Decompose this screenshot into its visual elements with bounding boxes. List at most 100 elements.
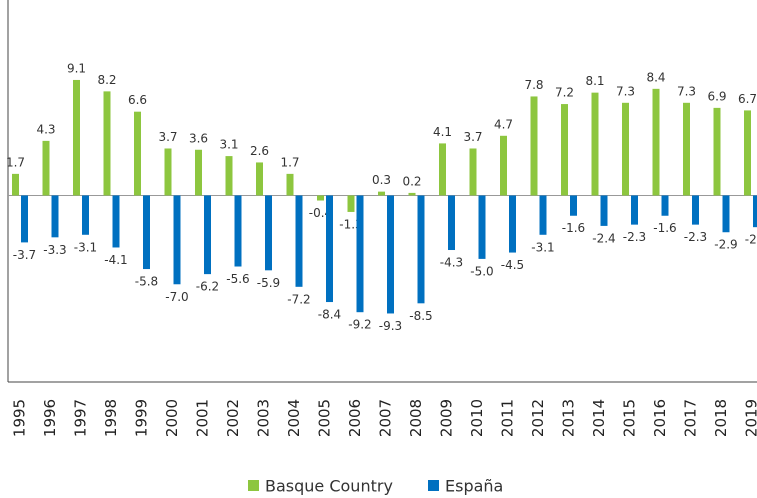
x-tick-label: 2004 bbox=[285, 399, 303, 437]
bar bbox=[753, 195, 757, 228]
data-label: -2.9 bbox=[714, 238, 737, 252]
bar bbox=[439, 143, 446, 196]
x-tick-label: 2009 bbox=[438, 399, 456, 437]
data-label: 3.6 bbox=[189, 131, 208, 145]
data-label: -8.4 bbox=[318, 308, 341, 322]
data-label: -7.0 bbox=[165, 290, 188, 304]
x-tick-label: 2001 bbox=[194, 399, 212, 437]
bar bbox=[103, 91, 111, 196]
data-label: -9.2 bbox=[348, 318, 371, 332]
x-tick-label: 2017 bbox=[682, 399, 700, 437]
bar bbox=[112, 195, 120, 248]
data-label: 1.7 bbox=[6, 155, 25, 169]
data-label: 7.3 bbox=[616, 84, 635, 98]
data-label: -2.4 bbox=[592, 231, 615, 245]
legend-label: Basque Country bbox=[265, 477, 393, 496]
x-tick-label: 2014 bbox=[590, 399, 608, 437]
data-label: 6.9 bbox=[707, 89, 726, 103]
bar bbox=[143, 195, 150, 270]
bar bbox=[500, 135, 507, 196]
data-label: 7.2 bbox=[555, 86, 574, 100]
x-tick-label: 1998 bbox=[102, 399, 120, 437]
data-label: -3.3 bbox=[43, 243, 66, 257]
x-tick-label: 2012 bbox=[529, 399, 547, 437]
data-label: -5.6 bbox=[226, 272, 249, 286]
data-label: -8.5 bbox=[409, 309, 432, 323]
bar bbox=[469, 148, 477, 196]
bar bbox=[73, 79, 80, 196]
data-label: 6.7 bbox=[738, 92, 757, 106]
bar bbox=[134, 111, 141, 196]
bar bbox=[652, 88, 660, 196]
x-tick-label: 1995 bbox=[11, 399, 29, 437]
bar bbox=[692, 195, 699, 225]
data-label: -9.3 bbox=[379, 319, 402, 333]
x-tick-label: 2002 bbox=[224, 399, 242, 437]
data-label: 4.7 bbox=[494, 117, 513, 131]
bar bbox=[722, 195, 730, 233]
data-label: -1.6 bbox=[562, 221, 585, 235]
x-tick-label: 1996 bbox=[41, 399, 59, 437]
bar bbox=[347, 195, 355, 212]
data-label: 4.3 bbox=[36, 122, 55, 136]
bar bbox=[164, 148, 172, 196]
bar bbox=[600, 195, 608, 226]
x-tick-label: 2000 bbox=[163, 399, 181, 437]
bar bbox=[509, 195, 516, 253]
data-label: -6.2 bbox=[196, 280, 219, 294]
bar bbox=[661, 195, 669, 216]
data-label: 0.2 bbox=[402, 174, 421, 188]
x-tick-label: 2019 bbox=[743, 399, 757, 437]
x-tick-label: 2005 bbox=[316, 399, 334, 437]
data-label: -5.9 bbox=[257, 276, 280, 290]
bar bbox=[195, 149, 202, 196]
bar bbox=[256, 162, 263, 196]
data-label: 7.8 bbox=[524, 78, 543, 92]
bar bbox=[204, 195, 211, 275]
data-label: -1.6 bbox=[653, 221, 676, 235]
bar bbox=[570, 195, 577, 216]
bar bbox=[21, 195, 28, 243]
data-label: 3.1 bbox=[219, 138, 238, 152]
x-tick-label: 2003 bbox=[255, 399, 273, 437]
data-label: -5.8 bbox=[135, 275, 158, 289]
bar bbox=[286, 173, 294, 196]
x-tick-label: 2011 bbox=[499, 399, 517, 437]
bar bbox=[387, 195, 394, 314]
data-label: -7.2 bbox=[287, 292, 310, 306]
x-tick-label: 2006 bbox=[346, 399, 364, 437]
bar bbox=[408, 192, 416, 196]
data-label: -5.0 bbox=[470, 264, 493, 278]
bar bbox=[317, 195, 324, 201]
bar bbox=[631, 195, 638, 225]
legend-label: España bbox=[445, 477, 503, 496]
data-label: 6.6 bbox=[128, 93, 147, 107]
x-tick-label: 2010 bbox=[468, 399, 486, 437]
data-label: 8.1 bbox=[585, 74, 604, 88]
bar bbox=[12, 173, 19, 196]
bar bbox=[173, 195, 181, 285]
data-label: 1.7 bbox=[280, 155, 299, 169]
bar bbox=[744, 110, 751, 196]
bar bbox=[530, 96, 538, 196]
bar bbox=[448, 195, 455, 251]
bar bbox=[478, 195, 486, 259]
x-tick-label: 1997 bbox=[72, 399, 90, 437]
bar bbox=[622, 102, 629, 196]
x-tick-label: 2015 bbox=[621, 399, 639, 437]
data-label: 0.3 bbox=[372, 173, 391, 187]
data-label: -4.3 bbox=[440, 256, 463, 270]
data-label: -3.1 bbox=[531, 240, 554, 254]
data-label: -4.1 bbox=[104, 253, 127, 267]
data-label: 7.3 bbox=[677, 84, 696, 98]
data-label: -2.3 bbox=[684, 230, 707, 244]
data-label: 3.7 bbox=[158, 130, 177, 144]
data-label: -4.5 bbox=[501, 258, 524, 272]
bar bbox=[82, 195, 89, 235]
bar bbox=[265, 195, 272, 271]
x-tick-label: 2016 bbox=[651, 399, 669, 437]
bar bbox=[42, 140, 50, 196]
bar bbox=[539, 195, 547, 235]
bar bbox=[51, 195, 59, 238]
